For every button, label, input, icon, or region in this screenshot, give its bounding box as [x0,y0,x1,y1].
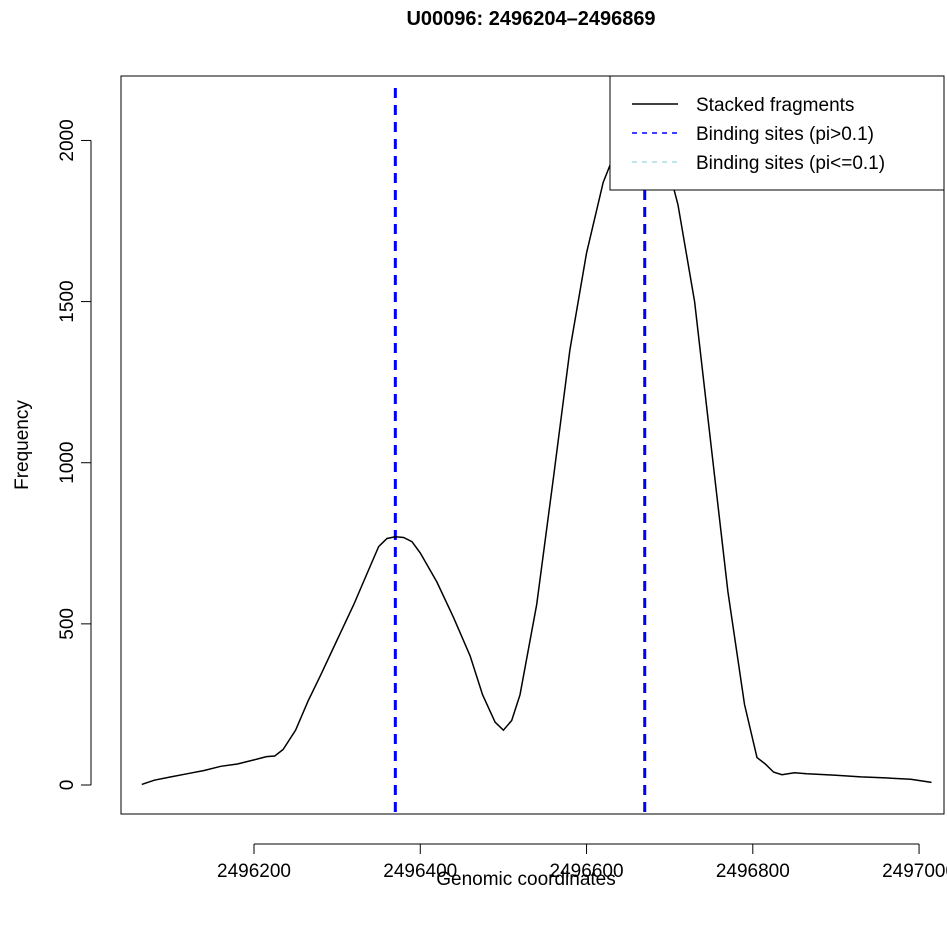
y-tick-label: 1000 [57,442,78,484]
x-tick-label: 2496600 [550,861,624,882]
chart-title: U00096: 2496204–2496869 [406,8,655,30]
y-axis-label: Frequency [12,400,33,490]
legend-label-binding-sites-low: Binding sites (pi<=0.1) [696,153,885,174]
x-axis-label: Genomic coordinates [436,869,616,890]
legend-label-stacked-fragments: Stacked fragments [696,95,854,116]
series-line-stacked-fragments [141,104,932,786]
binding-site-lines [393,88,647,814]
y-tick-label: 1500 [57,280,78,322]
y-tick-label: 0 [57,780,78,791]
legend-label-binding-sites-high: Binding sites (pi>0.1) [696,124,874,145]
y-axis: 0 500 1000 1500 2000 [57,119,92,791]
y-tick-label: 500 [57,608,78,640]
x-tick-label: 2496400 [383,861,457,882]
x-tick-label: 2496200 [217,861,291,882]
legend: Stacked fragments Binding sites (pi>0.1)… [609,75,945,191]
y-tick-label: 2000 [57,119,78,161]
plot-area-frame [120,75,945,815]
x-tick-label: 2496800 [716,861,790,882]
